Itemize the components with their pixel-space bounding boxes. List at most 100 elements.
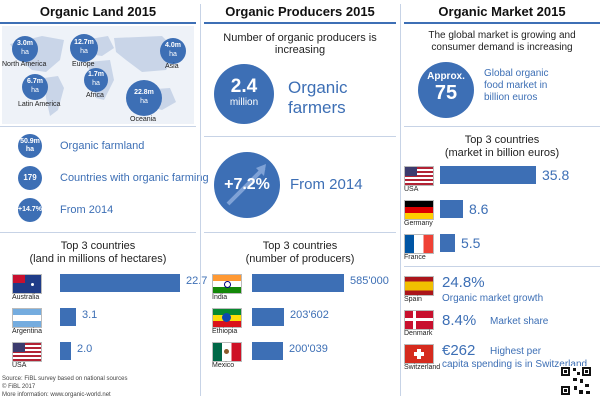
producers-bar-value: 200'039 <box>289 343 328 355</box>
india-flag-icon <box>212 274 242 294</box>
market-bar-usa <box>440 166 536 184</box>
land-title-rule <box>0 22 196 24</box>
qr-code-icon[interactable] <box>560 366 592 396</box>
land-bar-australia <box>60 274 180 292</box>
region-asia-bubble: 4.0m ha <box>160 38 186 64</box>
column-separator <box>400 4 401 396</box>
land-bar-argentina <box>60 308 76 326</box>
region-africa-bubble: 1.7m ha <box>84 68 108 92</box>
region-value: 22.8m <box>134 89 154 96</box>
producers-growth-label: From 2014 <box>290 176 363 193</box>
region-oceania-label: Oceania <box>130 116 157 123</box>
australia-flag-icon <box>12 274 42 294</box>
market-share-value: 8.4% <box>442 312 477 329</box>
market-extra-country: Switzerland <box>404 364 441 371</box>
countries-label: Countries with organic farming <box>60 172 209 184</box>
producers-country-label: India <box>212 294 228 301</box>
region-oceania-bubble: 22.8m ha <box>126 80 162 116</box>
per-capita-label: Highest per <box>490 346 542 357</box>
producers-country-label: Ethiopia <box>212 328 238 335</box>
farmers-label: Organic farmers <box>288 78 348 118</box>
market-growth-label: Organic market growth <box>442 293 544 304</box>
market-subtitle-line: consumer demand is increasing <box>431 42 573 53</box>
region-europe-bubble: 12.7m ha <box>70 34 98 62</box>
land-bar-value: 22.7 <box>186 275 208 287</box>
market-size-line: food market in <box>484 80 548 91</box>
region-unit: ha <box>80 48 88 55</box>
market-size-label: Global organic food market in billion eu… <box>484 68 548 104</box>
region-value: 3.0m <box>17 40 33 47</box>
column-separator <box>200 4 201 396</box>
region-unit: ha <box>169 51 177 58</box>
region-europe-label: Europe <box>72 61 95 68</box>
land-country-label: Argentina <box>12 328 42 335</box>
region-latin-america-label: Latin America <box>18 101 61 108</box>
market-subtitle-line: The global market is growing and <box>428 30 576 41</box>
market-bar-value: 8.6 <box>469 201 489 217</box>
producers-divider <box>204 136 396 137</box>
germany-flag-icon <box>404 200 434 220</box>
farmers-value: 2.4 <box>230 76 258 97</box>
source-line-3: More information: www.organic-world.net <box>2 392 111 398</box>
land-country-label: Australia <box>12 294 40 301</box>
region-unit: ha <box>140 98 148 105</box>
market-size-line: Global organic <box>484 68 549 79</box>
approx-label: Approx. <box>427 71 465 82</box>
producers-title: Organic Producers 2015 <box>225 4 375 19</box>
market-growth-value: 24.8% <box>442 274 485 291</box>
region-africa-label: Africa <box>86 92 104 99</box>
market-title-rule <box>404 22 600 24</box>
market-country-label: Germany <box>404 220 433 227</box>
denmark-flag-icon <box>404 310 434 330</box>
region-unit: ha <box>92 80 100 87</box>
market-top3-subtitle: (market in billion euros) <box>444 147 560 159</box>
producers-divider-2 <box>204 232 396 233</box>
region-north-america-bubble: 3.0m ha <box>12 36 38 62</box>
source-line-1: Source: FiBL survey based on national so… <box>2 376 128 382</box>
region-latin-america-bubble: 6.7m ha <box>22 74 48 100</box>
farmers-unit: million <box>229 97 259 108</box>
region-north-america-label: North America <box>2 61 47 68</box>
market-extra-country: Spain <box>404 296 422 303</box>
market-share-label: Market share <box>490 316 549 327</box>
mexico-flag-icon <box>212 342 242 362</box>
region-value: 1.7m <box>88 71 104 78</box>
producers-bar-value: 203'602 <box>290 309 329 321</box>
land-top3-subtitle: (land in millions of hectares) <box>29 253 167 265</box>
countries-badge: 179 <box>18 166 42 190</box>
producers-bar-mexico <box>252 342 283 360</box>
region-asia-label: Asia <box>165 63 179 70</box>
farmers-label-line: Organic <box>288 78 348 97</box>
farmland-label: Organic farmland <box>60 140 145 152</box>
market-divider <box>404 126 600 127</box>
land-bar-value: 2.0 <box>77 343 93 355</box>
market-title: Organic Market 2015 <box>438 4 566 19</box>
producers-growth-value: +7.2% <box>224 176 270 193</box>
spain-flag-icon <box>404 276 434 296</box>
argentina-flag-icon <box>12 308 42 328</box>
region-value: 4.0m <box>165 42 181 49</box>
land-divider-2 <box>0 232 196 233</box>
region-value: 12.7m <box>74 39 94 46</box>
producers-bar-india <box>252 274 344 292</box>
market-bar-germany <box>440 200 463 218</box>
market-top3-title: Top 3 countries <box>464 134 540 146</box>
per-capita-value: €262 <box>442 342 476 359</box>
farmland-badge: 50.9m ha <box>18 134 42 158</box>
producers-top3-title: Top 3 countries <box>262 240 338 252</box>
source-line-2: © FiBL 2017 <box>2 384 36 390</box>
approx-value: 75 <box>434 82 458 104</box>
switzerland-flag-icon <box>404 344 434 364</box>
market-country-label: France <box>404 254 426 261</box>
producers-bar-ethiopia <box>252 308 284 326</box>
market-size-line: billion euros <box>484 92 538 103</box>
producers-growth-badge: +7.2% <box>214 152 280 218</box>
land-growth-badge: +14.7% <box>18 198 42 222</box>
land-bar-value: 3.1 <box>82 309 98 321</box>
producers-title-rule <box>204 22 396 24</box>
badge-value: 50.9m <box>20 138 40 145</box>
growth-arrow-icon <box>226 164 266 206</box>
ethiopia-flag-icon <box>212 308 242 328</box>
france-flag-icon <box>404 234 434 254</box>
region-unit: ha <box>31 87 39 94</box>
